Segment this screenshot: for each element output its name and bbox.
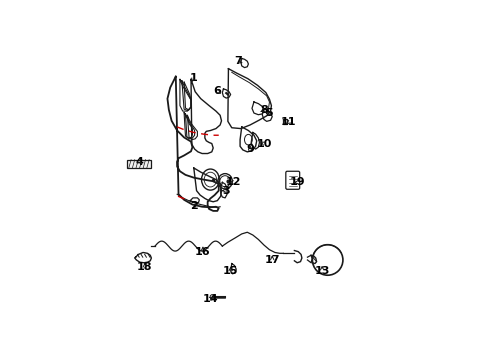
Text: 3: 3 xyxy=(222,186,229,196)
Text: 8: 8 xyxy=(260,105,267,115)
Text: 9: 9 xyxy=(245,144,253,154)
Text: 4: 4 xyxy=(136,157,143,167)
Text: 6: 6 xyxy=(212,86,220,96)
Text: 15: 15 xyxy=(223,266,238,276)
Text: 11: 11 xyxy=(281,117,296,127)
Text: 7: 7 xyxy=(234,56,242,66)
Text: 5: 5 xyxy=(265,108,273,118)
Text: 10: 10 xyxy=(256,139,271,149)
Text: 2: 2 xyxy=(189,201,197,211)
Text: 1: 1 xyxy=(189,73,197,83)
Text: 18: 18 xyxy=(137,262,152,272)
Circle shape xyxy=(210,294,214,299)
Text: 14: 14 xyxy=(202,294,218,304)
Text: 12: 12 xyxy=(225,177,241,187)
Text: 16: 16 xyxy=(195,247,210,257)
Text: 13: 13 xyxy=(314,266,329,276)
FancyBboxPatch shape xyxy=(127,159,150,168)
Text: 19: 19 xyxy=(289,177,305,187)
Text: 17: 17 xyxy=(264,255,280,265)
